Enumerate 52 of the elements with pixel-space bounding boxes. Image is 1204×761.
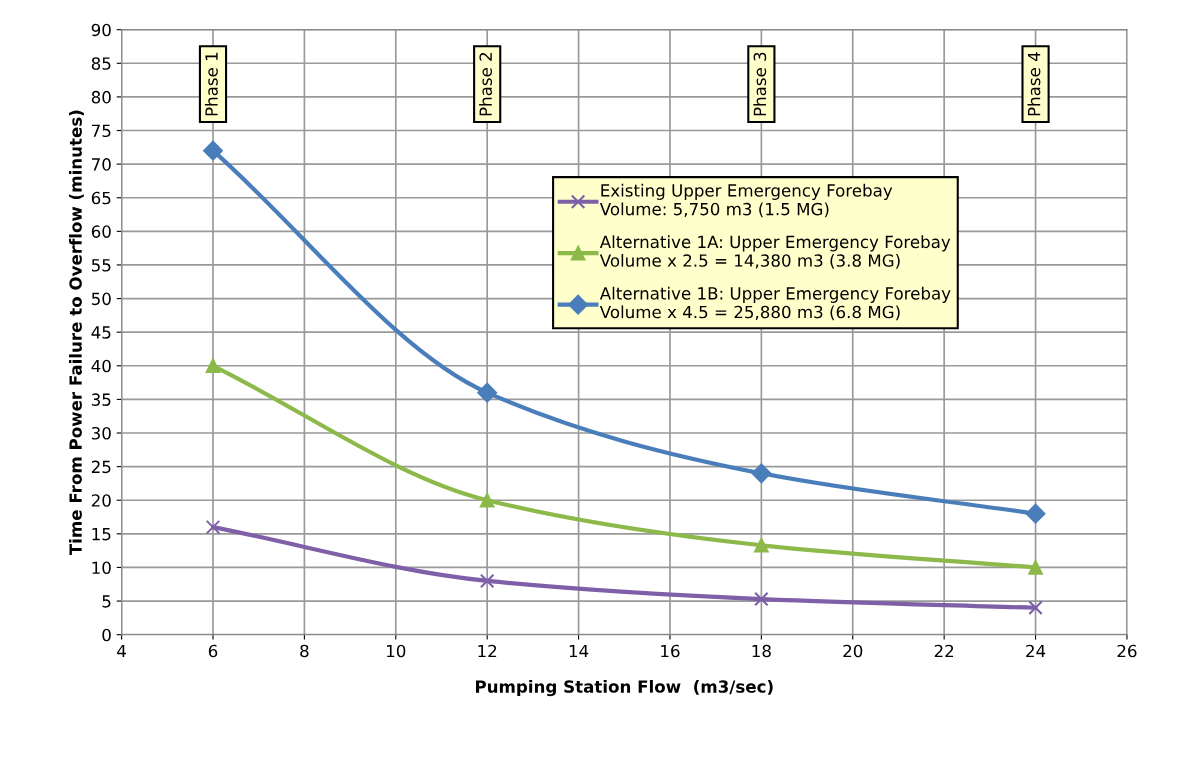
point bbox=[479, 492, 495, 508]
point bbox=[203, 140, 223, 161]
x-tick-label: 24 bbox=[1026, 644, 1046, 658]
y-tick-label: 30 bbox=[91, 426, 111, 440]
point bbox=[1025, 503, 1046, 524]
y-tick-label: 10 bbox=[92, 561, 111, 575]
point bbox=[751, 463, 772, 484]
y-tick-label: 55 bbox=[91, 259, 111, 272]
x-tick-label: 26 bbox=[1117, 644, 1137, 658]
y-tick-label: 60 bbox=[91, 225, 111, 238]
annotation: Phase 1 bbox=[204, 52, 218, 116]
y-tick-label: 5 bbox=[102, 595, 111, 608]
y-tick-label: 20 bbox=[91, 494, 111, 507]
x-tick-label: 12 bbox=[478, 644, 497, 658]
x-tick-label: 4 bbox=[117, 644, 126, 658]
x-tick-label: 10 bbox=[387, 644, 406, 658]
x-tick-label: 6 bbox=[208, 644, 218, 658]
legend-label: Existing Upper Emergency Forebay Volume: 5,750 m3 (1.5 MG) bbox=[599, 183, 893, 218]
annotation: Phase 2 bbox=[479, 52, 493, 116]
x-tick-label: 8 bbox=[300, 644, 309, 658]
y-tick-label: 75 bbox=[92, 124, 111, 138]
x-tick-label: 16 bbox=[661, 644, 680, 658]
x-tick-label: 22 bbox=[934, 644, 954, 658]
annotation: Phase 3 bbox=[753, 52, 767, 116]
point bbox=[205, 358, 221, 374]
y-tick-label: 80 bbox=[91, 90, 111, 104]
y-tick-label: 65 bbox=[91, 191, 111, 205]
point bbox=[479, 573, 495, 589]
legend-label: Alternative 1B: Upper Emergency Forebay Volume x 4.5 = 25,880 m3 (6.8 MG) bbox=[599, 286, 951, 321]
x-axis-title: Pumping Station Flow (m3/sec) bbox=[475, 679, 773, 697]
point bbox=[754, 591, 769, 607]
y-tick-label: 40 bbox=[91, 359, 111, 373]
point bbox=[1028, 560, 1043, 575]
y-tick-label: 15 bbox=[92, 528, 111, 541]
y-tick-label: 90 bbox=[91, 23, 111, 37]
legend-label: Alternative 1A: Upper Emergency Forebay Volume x 2.5 = 14,380 m3 (3.8 MG) bbox=[599, 235, 951, 269]
annotation: Phase 4 bbox=[1027, 52, 1041, 116]
x-tick-label: 18 bbox=[752, 644, 771, 658]
y-tick-label: 85 bbox=[91, 57, 111, 70]
y-tick-label: 25 bbox=[91, 460, 111, 474]
y-tick-label: 50 bbox=[91, 292, 111, 306]
point bbox=[754, 537, 769, 553]
point bbox=[477, 382, 498, 403]
point bbox=[1028, 600, 1043, 616]
y-tick-label: 0 bbox=[102, 628, 111, 642]
y-tick-label: 35 bbox=[91, 393, 111, 406]
x-tick-label: 20 bbox=[843, 644, 863, 658]
y-axis-title: Time From Power Failure to Overflow (minutes) bbox=[68, 110, 84, 556]
point bbox=[205, 519, 221, 535]
y-tick-label: 70 bbox=[92, 158, 111, 171]
x-tick-label: 14 bbox=[569, 644, 589, 658]
y-tick-label: 45 bbox=[91, 326, 111, 339]
